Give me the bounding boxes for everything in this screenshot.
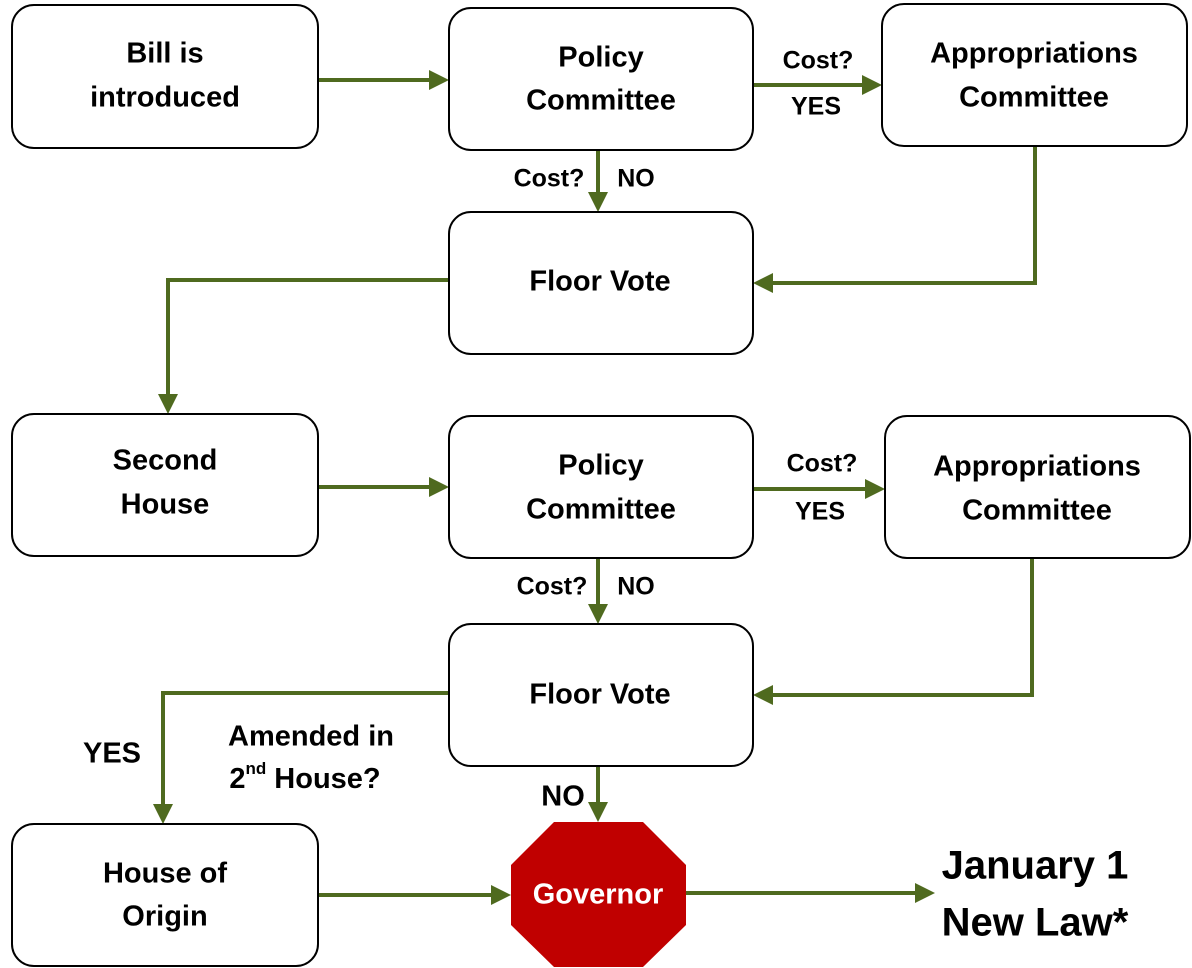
node-label: Committee: [959, 82, 1109, 114]
node-label: House: [121, 489, 210, 521]
edge-label-superscript: nd: [245, 759, 266, 778]
node-box: [11, 4, 319, 149]
edge-label-part: 2: [229, 763, 245, 795]
governor-octagon: [511, 822, 686, 967]
edge-label: NO: [617, 573, 655, 601]
node-box: [448, 415, 754, 559]
node-label: Floor Vote: [529, 266, 670, 298]
node-label: Bill is: [126, 38, 203, 70]
edge-label: Cost?: [514, 165, 585, 193]
node-label: Floor Vote: [529, 679, 670, 711]
arrow: [153, 691, 449, 824]
edge-label: YES: [83, 738, 141, 770]
node-box: [448, 623, 754, 767]
outcome-label: January 1: [942, 844, 1129, 888]
node-box: [881, 3, 1188, 147]
edge-label: NO: [541, 781, 585, 813]
node-box: [884, 415, 1191, 559]
arrow: [753, 558, 1034, 705]
arrow: [753, 146, 1037, 293]
node-label: introduced: [90, 82, 240, 114]
node-label: Policy: [558, 42, 643, 74]
node-label: Policy: [558, 450, 643, 482]
edge-label: Cost?: [787, 450, 858, 478]
edge-label: 2nd House?: [229, 759, 380, 794]
node-label: Committee: [526, 85, 676, 117]
edge-label: YES: [795, 498, 845, 526]
node-label: Appropriations: [933, 451, 1141, 483]
edge-label: Cost?: [517, 573, 588, 601]
node-box: [11, 413, 319, 557]
node-label: Origin: [122, 901, 207, 933]
arrow: [158, 278, 449, 414]
node-box: [11, 823, 319, 967]
edge-label-part: House?: [266, 763, 380, 795]
node-box: [448, 211, 754, 355]
node-label: Appropriations: [930, 38, 1138, 70]
node-label: Second: [113, 445, 218, 477]
edge-label: Amended in: [228, 721, 394, 753]
edge-label: Cost?: [783, 47, 854, 75]
nodes: Bill is introduced Policy Committee Appr…: [11, 3, 1191, 967]
node-label: House of: [103, 858, 227, 890]
node-label: Committee: [526, 494, 676, 526]
outcome-label: New Law*: [942, 901, 1129, 945]
edge-label: YES: [791, 93, 841, 121]
arrows: [153, 70, 1037, 905]
edge-labels: Cost? YES Cost? NO Cost? YES Cost? NO YE…: [83, 47, 857, 813]
node-label: Governor: [533, 879, 664, 911]
node-label: Committee: [962, 495, 1112, 527]
edge-label: NO: [617, 165, 655, 193]
node-box: [448, 7, 754, 151]
